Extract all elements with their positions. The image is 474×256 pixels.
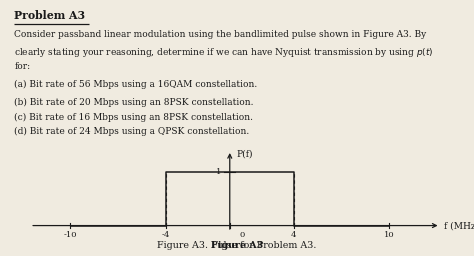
Text: (b) Bit rate of 20 Mbps using an 8PSK constellation.: (b) Bit rate of 20 Mbps using an 8PSK co… [14,98,254,107]
Text: Consider passband linear modulation using the bandlimited pulse shown in Figure : Consider passband linear modulation usin… [14,30,427,39]
Text: (d) Bit rate of 24 Mbps using a QPSK constellation.: (d) Bit rate of 24 Mbps using a QPSK con… [14,127,249,136]
Text: 10: 10 [384,231,395,239]
Text: 0: 0 [239,231,245,239]
Text: (a) Bit rate of 56 Mbps using a 16QAM constellation.: (a) Bit rate of 56 Mbps using a 16QAM co… [14,79,257,89]
Text: 4: 4 [291,231,296,239]
Text: Problem A3: Problem A3 [14,10,85,21]
Text: P(f): P(f) [236,149,253,158]
Text: for:: for: [14,62,30,71]
Text: clearly stating your reasoning, determine if we can have Nyquist transmission by: clearly stating your reasoning, determin… [0,255,1,256]
Text: -4: -4 [162,231,170,239]
Text: clearly stating your reasoning, determine if we can have Nyquist transmission by: clearly stating your reasoning, determin… [14,46,434,59]
Text: 1: 1 [216,168,221,176]
Text: -10: -10 [64,231,77,239]
Text: Figure A3: Figure A3 [211,241,263,250]
Text: f (MHz): f (MHz) [444,221,474,230]
Text: Figure A3. Pulse for Problem A3.: Figure A3. Pulse for Problem A3. [157,241,317,250]
Text: (c) Bit rate of 16 Mbps using an 8PSK constellation.: (c) Bit rate of 16 Mbps using an 8PSK co… [14,113,253,122]
